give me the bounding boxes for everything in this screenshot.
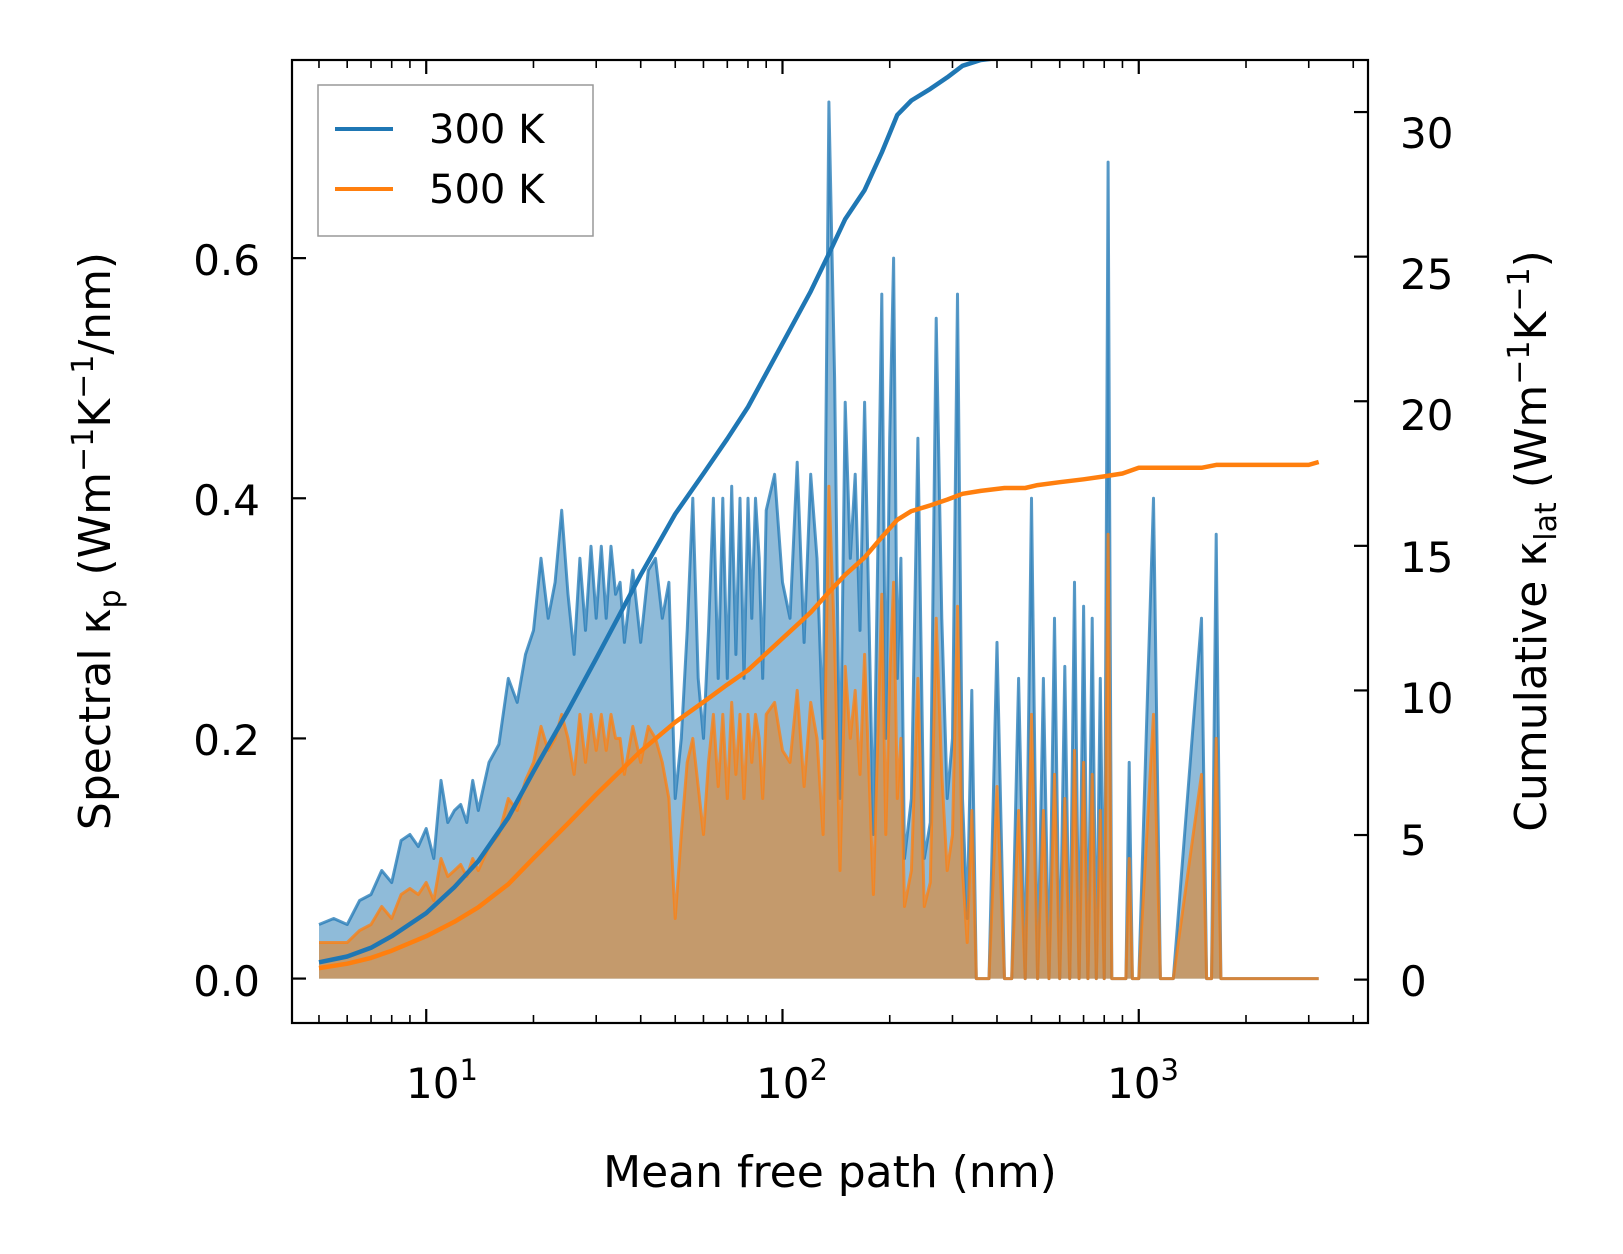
y2-tick-label-4: 20 <box>1400 391 1453 440</box>
legend-label-300k: 300 K <box>429 107 546 153</box>
cumulative-line-300k <box>318 60 1000 965</box>
y2-tick-label-1: 5 <box>1400 816 1427 865</box>
spectral-line-300k <box>318 100 1319 981</box>
y2-tick-label-2: 10 <box>1400 674 1453 723</box>
y-tick-label-2: 0.4 <box>193 476 260 525</box>
y2-tick-label-0: 0 <box>1400 957 1427 1006</box>
plot-frame <box>290 58 1370 1025</box>
x-tick-label-2: 102 <box>756 1053 828 1108</box>
x-tick-label-3: 103 <box>1107 1053 1179 1108</box>
y-tick-label-1: 0.2 <box>193 716 260 765</box>
x-tick-label-1: 101 <box>406 1053 478 1108</box>
y2-tick-label-6: 30 <box>1400 109 1453 158</box>
cumulative-line-500k <box>318 459 1320 971</box>
legend: 300 K 500 K <box>317 84 594 237</box>
y2-tick-label-5: 25 <box>1400 250 1453 299</box>
spectral-fill-500k <box>319 486 1319 979</box>
y-tick-label-0: 0.0 <box>193 957 260 1006</box>
legend-box <box>317 84 594 237</box>
y2-tick-label-3: 15 <box>1400 533 1453 582</box>
axis-ticks <box>292 60 1368 1023</box>
y-tick-label-3: 0.6 <box>193 236 260 285</box>
x-axis-label: Mean free path (nm) <box>603 1147 1057 1198</box>
y2-axis-label: Cumulative κlat (Wm−1K−1) <box>1502 250 1564 832</box>
legend-label-500k: 500 K <box>429 167 546 213</box>
y-axis-label: Spectral κp (Wm−1K−1/nm) <box>66 252 128 830</box>
plot-area <box>318 60 1320 981</box>
